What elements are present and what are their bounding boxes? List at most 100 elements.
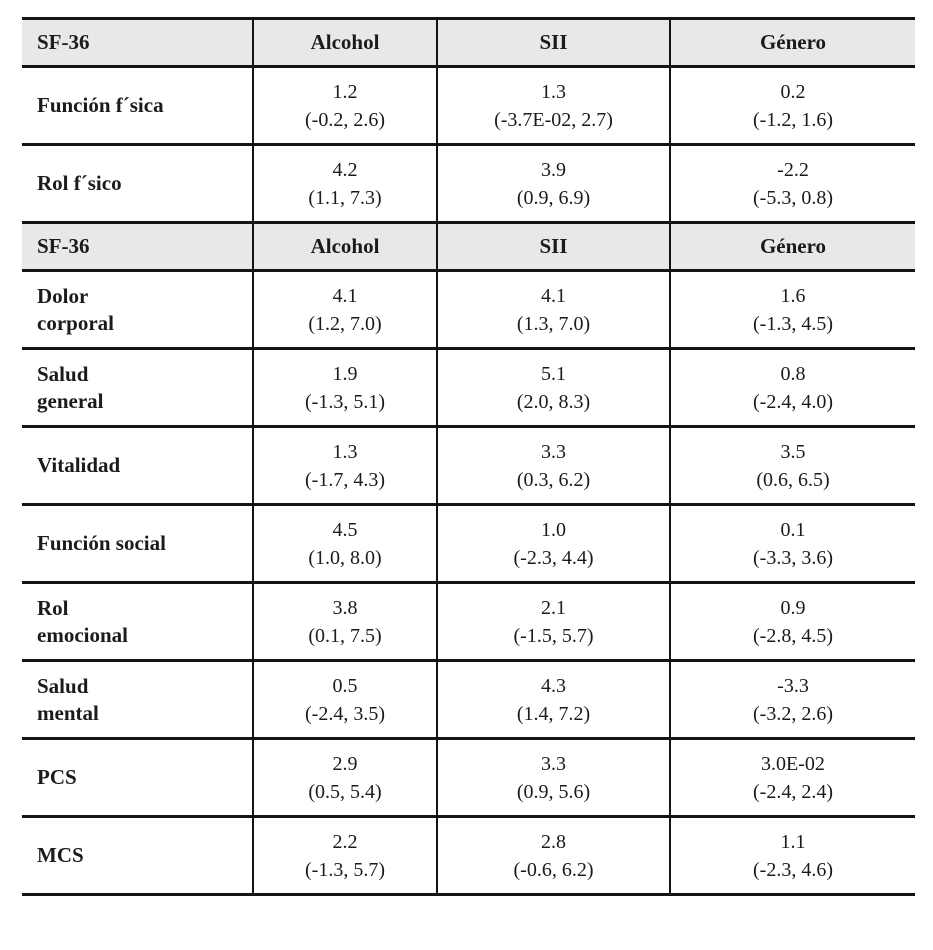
value-cell: 3.9 (0.9, 6.9) [436, 143, 670, 223]
point-estimate: 1.2 [332, 80, 358, 103]
point-estimate: 1.1 [780, 830, 806, 853]
point-estimate: 0.5 [332, 674, 358, 697]
confidence-interval: (-2.3, 4.6) [753, 858, 833, 881]
header-cell-sii: SII [436, 17, 670, 67]
confidence-interval: (-1.3, 5.1) [305, 390, 385, 413]
value-cell: 1.2 (-0.2, 2.6) [252, 65, 437, 145]
value-cell: 5.1 (2.0, 8.3) [436, 347, 670, 427]
header-cell-sf36: SF-36 [22, 221, 253, 271]
confidence-interval: (1.4, 7.2) [516, 702, 591, 725]
header-cell-genero: Género [669, 17, 915, 67]
row-label: Salud mental [22, 659, 253, 739]
table-row: Dolor corporal 4.1 (1.2, 7.0) 4.1 (1.3, … [22, 269, 915, 349]
row-label: Función social [22, 503, 253, 583]
row-label: Dolor corporal [22, 269, 253, 349]
value-cell: 4.3 (1.4, 7.2) [436, 659, 670, 739]
confidence-interval: (1.1, 7.3) [308, 186, 382, 209]
header-cell-sf36: SF-36 [22, 17, 253, 67]
table-row: Vitalidad 1.3 (-1.7, 4.3) 3.3 (0.3, 6.2)… [22, 425, 915, 505]
confidence-interval: (2.0, 8.3) [516, 390, 591, 413]
table-row: MCS 2.2 (-1.3, 5.7) 2.8 (-0.6, 6.2) 1.1 … [22, 815, 915, 895]
point-estimate: 0.8 [780, 362, 806, 385]
confidence-interval: (-1.3, 4.5) [753, 312, 833, 335]
point-estimate: 5.1 [541, 362, 566, 385]
header-row: SF-36 Alcohol SII Género [22, 17, 915, 67]
row-label: Vitalidad [22, 425, 253, 505]
point-estimate: 4.1 [541, 284, 566, 307]
row-label: MCS [22, 815, 253, 895]
confidence-interval: (-0.2, 2.6) [305, 108, 385, 131]
point-estimate: 3.9 [541, 158, 566, 181]
point-estimate: 2.9 [332, 752, 358, 775]
point-estimate: 1.9 [332, 362, 358, 385]
confidence-interval: (0.9, 5.6) [516, 780, 591, 803]
value-cell: 4.1 (1.2, 7.0) [252, 269, 437, 349]
value-cell: -2.2 (-5.3, 0.8) [669, 143, 915, 223]
value-cell: 4.5 (1.0, 8.0) [252, 503, 437, 583]
point-estimate: -2.2 [777, 158, 809, 181]
point-estimate: 1.6 [780, 284, 806, 307]
confidence-interval: (0.9, 6.9) [516, 186, 591, 209]
value-cell: 0.9 (-2.8, 4.5) [669, 581, 915, 661]
point-estimate: 3.3 [541, 752, 566, 775]
point-estimate: 3.0E-02 [761, 752, 825, 775]
row-label: Función f´sica [22, 65, 253, 145]
value-cell: 2.2 (-1.3, 5.7) [252, 815, 437, 895]
header-cell-alcohol: Alcohol [252, 17, 437, 67]
point-estimate: 3.8 [332, 596, 358, 619]
value-cell: 1.9 (-1.3, 5.1) [252, 347, 437, 427]
value-cell: 3.0E-02 (-2.4, 2.4) [669, 737, 915, 817]
confidence-interval: (-5.3, 0.8) [753, 186, 833, 209]
table-row: Salud mental 0.5 (-2.4, 3.5) 4.3 (1.4, 7… [22, 659, 915, 739]
page: SF-36 Alcohol SII Género Función f´sica … [22, 17, 915, 896]
confidence-interval: (0.1, 7.5) [308, 624, 382, 647]
confidence-interval: (1.3, 7.0) [516, 312, 591, 335]
confidence-interval: (-1.7, 4.3) [305, 468, 385, 491]
point-estimate: -3.3 [777, 674, 809, 697]
sf36-results-table: SF-36 Alcohol SII Género Función f´sica … [22, 17, 915, 896]
point-estimate: 4.1 [332, 284, 358, 307]
point-estimate: 4.3 [541, 674, 566, 697]
confidence-interval: (-2.4, 3.5) [305, 702, 385, 725]
row-label: Rol emocional [22, 581, 253, 661]
value-cell: 3.5 (0.6, 6.5) [669, 425, 915, 505]
point-estimate: 0.9 [780, 596, 806, 619]
point-estimate: 0.1 [780, 518, 806, 541]
value-cell: 4.2 (1.1, 7.3) [252, 143, 437, 223]
value-cell: 1.6 (-1.3, 4.5) [669, 269, 915, 349]
row-label: Rol f´sico [22, 143, 253, 223]
point-estimate: 4.5 [332, 518, 358, 541]
value-cell: 0.2 (-1.2, 1.6) [669, 65, 915, 145]
value-cell: 1.1 (-2.3, 4.6) [669, 815, 915, 895]
value-cell: 3.3 (0.9, 5.6) [436, 737, 670, 817]
table-row: PCS 2.9 (0.5, 5.4) 3.3 (0.9, 5.6) 3.0E-0… [22, 737, 915, 817]
point-estimate: 0.2 [780, 80, 806, 103]
confidence-interval: (1.2, 7.0) [308, 312, 382, 335]
table-row: Función f´sica 1.2 (-0.2, 2.6) 1.3 (-3.7… [22, 65, 915, 145]
table-row: Rol emocional 3.8 (0.1, 7.5) 2.1 (-1.5, … [22, 581, 915, 661]
value-cell: -3.3 (-3.2, 2.6) [669, 659, 915, 739]
header-row: SF-36 Alcohol SII Género [22, 221, 915, 271]
confidence-interval: (1.0, 8.0) [308, 546, 382, 569]
confidence-interval: (-2.4, 2.4) [753, 780, 833, 803]
value-cell: 3.8 (0.1, 7.5) [252, 581, 437, 661]
table-row: Salud general 1.9 (-1.3, 5.1) 5.1 (2.0, … [22, 347, 915, 427]
confidence-interval: (-1.2, 1.6) [753, 108, 833, 131]
confidence-interval: (-3.7E-02, 2.7) [494, 108, 613, 131]
value-cell: 2.9 (0.5, 5.4) [252, 737, 437, 817]
header-cell-alcohol: Alcohol [252, 221, 437, 271]
confidence-interval: (-2.8, 4.5) [753, 624, 833, 647]
table-row: Función social 4.5 (1.0, 8.0) 1.0 (-2.3,… [22, 503, 915, 583]
header-cell-sii: SII [436, 221, 670, 271]
confidence-interval: (-1.5, 5.7) [513, 624, 594, 647]
confidence-interval: (-1.3, 5.7) [305, 858, 385, 881]
confidence-interval: (0.3, 6.2) [516, 468, 591, 491]
confidence-interval: (0.5, 5.4) [308, 780, 382, 803]
point-estimate: 2.8 [541, 830, 566, 853]
value-cell: 1.3 (-3.7E-02, 2.7) [436, 65, 670, 145]
point-estimate: 1.3 [332, 440, 358, 463]
confidence-interval: (-3.3, 3.6) [753, 546, 833, 569]
point-estimate: 4.2 [332, 158, 358, 181]
point-estimate: 3.3 [541, 440, 566, 463]
value-cell: 0.8 (-2.4, 4.0) [669, 347, 915, 427]
